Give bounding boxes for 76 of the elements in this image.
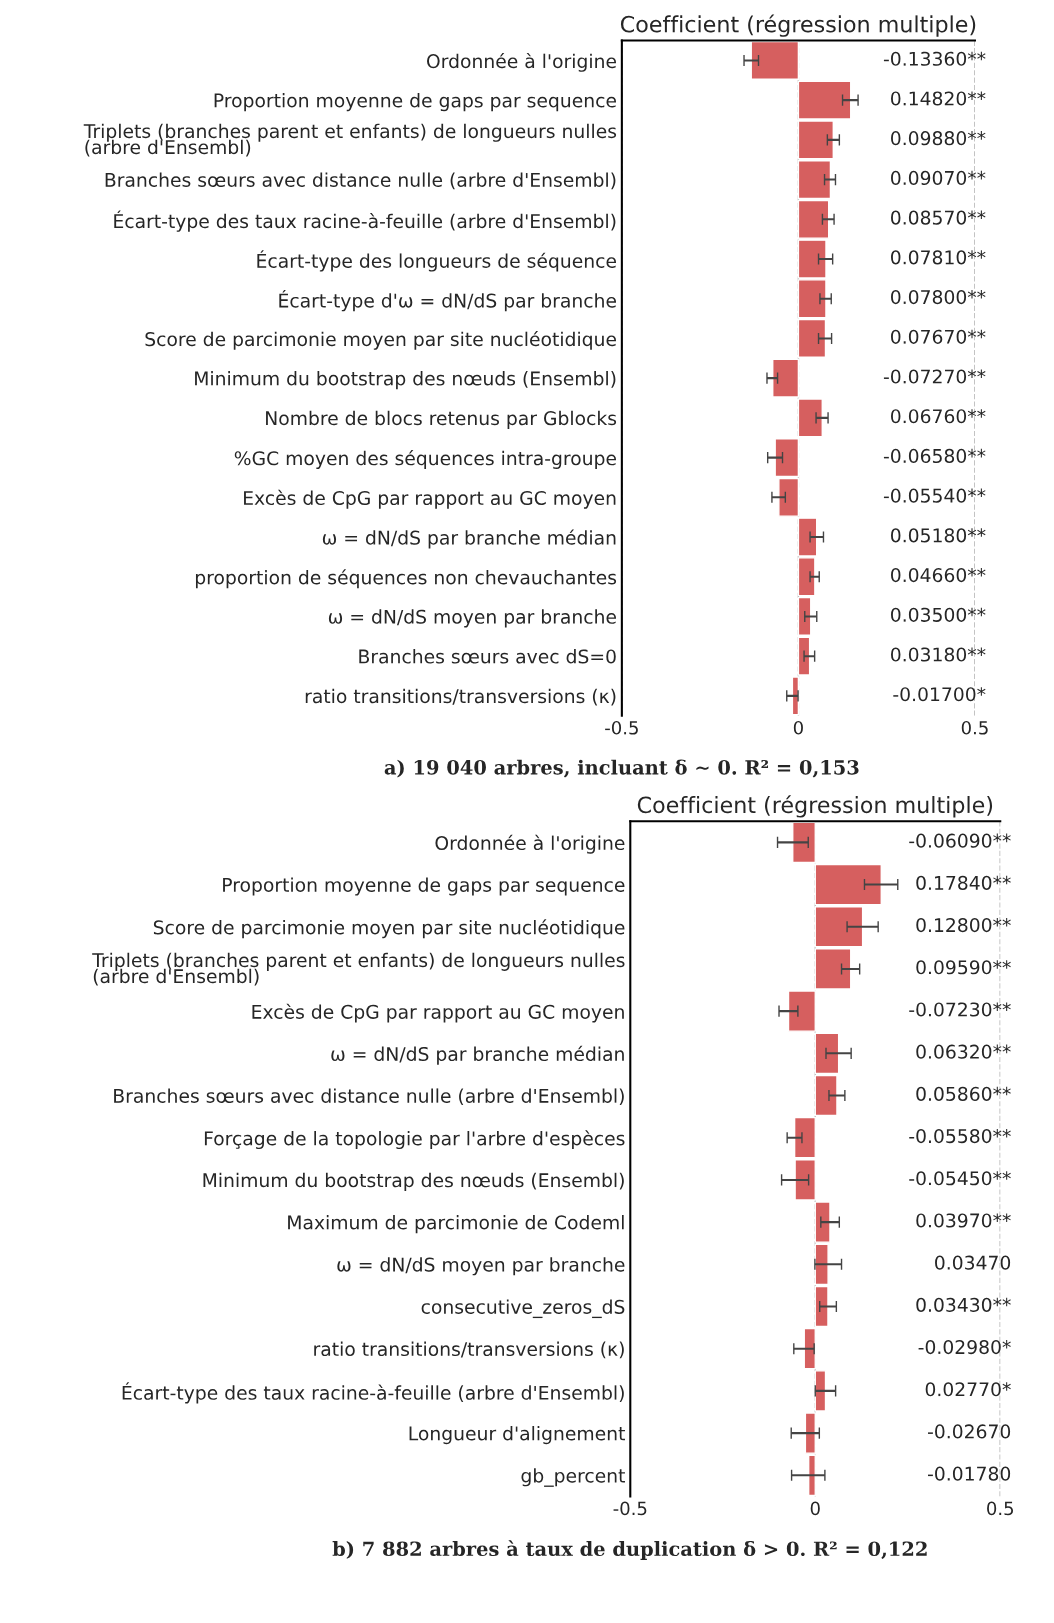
data-label: 0.09070**	[891, 170, 986, 186]
data-label: -0.01700*	[893, 687, 986, 702]
y-tick-label: consecutive_zeros_dS	[421, 1299, 625, 1319]
chart-title: Coefficient (régression multiple)	[620, 14, 976, 37]
y-tick-label: Minimum du bootstrap des nœuds (Ensembl)	[203, 1172, 624, 1191]
data-label: -0.07270**	[883, 369, 986, 384]
x-tick-label: -0.5	[613, 1501, 647, 1516]
y-tick-label: Proportion moyenne de gaps par sequence	[214, 93, 616, 112]
x-tick-label: 0.5	[961, 720, 988, 735]
y-tick-label: gb_percent	[521, 1468, 625, 1487]
y-tick-label: Longueur d'alignement	[409, 1425, 625, 1445]
data-label: 0.03500**	[891, 607, 986, 622]
data-label: 0.08570**	[891, 210, 986, 225]
y-tick-label: ratio transitions/transversions (κ)	[314, 1341, 624, 1359]
data-label: -0.06090**	[909, 833, 1011, 848]
x-tick-label: 0	[810, 1501, 820, 1516]
data-label: 0.03180**	[891, 647, 986, 662]
y-tick-label: Branches sœurs avec dS=0	[359, 649, 616, 664]
y-tick-label: Branches sœurs avec distance nulle (arbre d'Ensembl)	[105, 172, 616, 190]
data-label: -0.05580**	[909, 1128, 1011, 1144]
data-label: 0.02770*	[925, 1382, 1011, 1397]
data-label: -0.05450**	[909, 1171, 1011, 1186]
data-label: 0.05860**	[916, 1086, 1011, 1101]
y-tick-label: Forçage de la topologie par l'arbre d'espèces	[204, 1130, 625, 1150]
y-tick-label: Écart-type des taux racine-à-feuille (arbre d'Ensembl)	[114, 210, 616, 232]
y-tick-label: ω = dN/dS par branche médian	[322, 529, 616, 549]
y-tick-label: Triplets (branches parent et enfants) de longueurs nulles (arbre d'Ensembl)	[83, 123, 617, 157]
data-label: 0.06320**	[916, 1044, 1011, 1059]
data-label: 0.12800**	[916, 917, 1011, 933]
y-tick-label: %GC moyen des séquences intra-groupe	[234, 450, 616, 469]
x-tick-label: 0.5	[987, 1501, 1014, 1516]
data-label: 0.09590**	[916, 960, 1011, 975]
y-tick-label: Ordonnée à l'origine	[427, 52, 616, 72]
y-tick-label: Minimum du bootstrap des nœuds (Ensembl)	[195, 371, 616, 390]
data-label: 0.04660**	[891, 568, 986, 583]
data-label: 0.07810**	[891, 250, 986, 265]
data-label: -0.13360**	[883, 51, 986, 66]
y-tick-label: Maximum de parcimonie de Codeml	[288, 1215, 624, 1234]
y-tick-label: Écart-type des longueurs de séquence	[257, 250, 616, 272]
y-tick-label: Nombre de blocs retenus par Gblocks	[266, 410, 617, 429]
data-label: 0.06760**	[891, 409, 986, 424]
y-tick-label: Écart-type d'ω = dN/dS par branche	[279, 290, 616, 312]
y-tick-label: Excès de CpG par rapport au GC moyen	[244, 489, 616, 509]
text: a) 19 040 arbres, incluant δ ∼ 0. R² = 0,153	[384, 759, 859, 778]
data-label: -0.01780	[927, 1466, 1011, 1481]
y-tick-label: Branches sœurs avec distance nulle (arbre d'Ensembl)	[114, 1088, 624, 1106]
data-label: 0.17840**	[916, 875, 1011, 890]
y-tick-label: Ordonnée à l'origine	[435, 834, 625, 854]
x-tick-label: 0	[793, 720, 803, 735]
data-label: 0.07800**	[891, 289, 986, 305]
y-tick-label: ω = dN/dS par branche médian	[331, 1045, 624, 1065]
data-label: 0.14820**	[891, 91, 986, 106]
data-label: 0.05180**	[891, 528, 986, 543]
y-tick-label: Proportion moyenne de gaps par sequence	[223, 877, 625, 896]
y-tick-label: Écart-type des taux racine-à-feuille (arbre d'Ensembl)	[122, 1382, 624, 1404]
data-label: 0.03970**	[916, 1213, 1011, 1228]
data-label: -0.02670	[927, 1424, 1011, 1439]
data-label: -0.05540**	[883, 488, 986, 503]
data-label: -0.06580**	[883, 448, 986, 464]
data-label: -0.02980*	[918, 1339, 1011, 1355]
data-label: 0.07670**	[891, 329, 986, 344]
y-tick-label: ω = dN/dS moyen par branche	[328, 609, 616, 628]
data-label: -0.07230**	[909, 1002, 1011, 1017]
y-tick-label: proportion de séquences non chevauchantes	[195, 569, 617, 589]
y-tick-label: Score de parcimonie moyen par site nucléotidique	[145, 330, 616, 350]
y-tick-label: ratio transitions/transversions (κ)	[305, 688, 616, 706]
x-tick-label: -0.5	[605, 720, 638, 735]
y-tick-label: ω = dN/dS moyen par branche	[337, 1257, 625, 1276]
y-tick-label: Excès de CpG par rapport au GC moyen	[252, 1003, 624, 1023]
data-label: 0.03430**	[916, 1297, 1011, 1312]
data-label: 0.09880**	[891, 131, 986, 146]
chart-title: Coefficient (régression multiple)	[637, 795, 993, 818]
data-label: 0.03470	[935, 1255, 1011, 1270]
text: b) 7 882 arbres à taux de duplication δ > 0. R² = 0,122	[332, 1540, 927, 1560]
y-tick-label: Triplets (branches parent et enfants) de longueurs nulles (arbre d'Ensembl)	[92, 952, 625, 986]
y-tick-label: Score de parcimonie moyen par site nucléotidique	[153, 919, 625, 939]
